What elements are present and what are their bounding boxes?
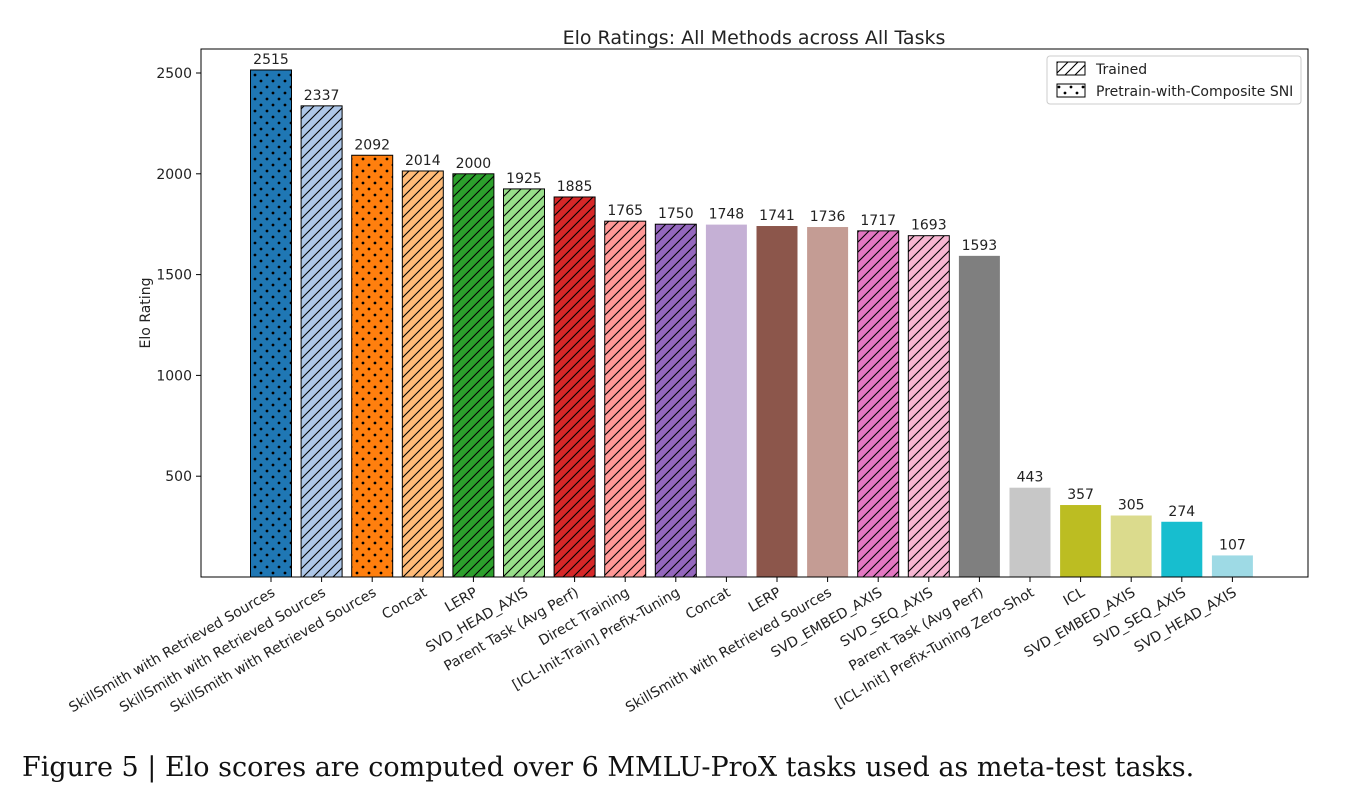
- bar: [1110, 515, 1152, 577]
- bar-fill: [756, 226, 798, 577]
- legend-hatch-swatch: [1056, 61, 1086, 76]
- elo-bar-chart: Elo Ratings: All Methods across All Task…: [66, 27, 1309, 716]
- bar: [401, 170, 444, 578]
- bar-series: [250, 69, 1253, 578]
- bar-value-label: 1765: [607, 203, 643, 219]
- y-axis-label: Elo Rating: [138, 278, 154, 349]
- bar-pattern-overlay: [654, 223, 697, 578]
- x-axis-tick-labels: SkillSmith with Retrieved SourcesSkillSm…: [66, 577, 1239, 716]
- bar-value-label: 274: [1168, 504, 1195, 520]
- bar: [958, 255, 1000, 577]
- bar: [1211, 555, 1253, 577]
- legend-composite-label: Pretrain-with-Composite SNI: [1096, 84, 1293, 100]
- y-tick-label: 1500: [156, 268, 192, 284]
- plot-frame: [200, 48, 1309, 578]
- bar-value-label: 2092: [354, 137, 390, 153]
- x-tick-label: SkillSmith with Retrieved Sources: [66, 585, 278, 716]
- bar-pattern-overlay: [452, 173, 495, 578]
- bar: [250, 69, 292, 578]
- bar-fill: [958, 255, 1000, 577]
- legend-trained-label: Trained: [1095, 62, 1147, 78]
- bar-fill: [705, 224, 747, 577]
- bar-value-label: 2515: [253, 52, 289, 68]
- bar-value-label: 305: [1118, 498, 1145, 514]
- bar: [1060, 505, 1102, 577]
- y-axis-ticks: 500 1000 1500 2000 2500: [156, 66, 201, 485]
- bar-value-label: 107: [1219, 537, 1246, 553]
- bar-pattern-overlay: [503, 188, 545, 578]
- bar-pattern-overlay: [604, 220, 647, 578]
- legend-box: [1046, 55, 1302, 105]
- y-tick-label: 2500: [156, 66, 192, 82]
- bar: [604, 220, 647, 578]
- chart-title: Elo Ratings: All Methods across All Task…: [563, 27, 946, 49]
- bar-value-label: 1593: [962, 238, 998, 254]
- bar-value-label: 1885: [557, 179, 593, 195]
- y-tick-label: 500: [165, 469, 192, 485]
- bar: [503, 188, 545, 578]
- x-tick-label: ICL: [1061, 585, 1088, 610]
- y-tick-label: 1000: [156, 368, 192, 384]
- x-tick-label: Concat: [683, 584, 734, 623]
- bar: [857, 230, 900, 578]
- legend: Trained Pretrain-with-Composite SNI: [1046, 55, 1302, 105]
- y-tick-label: 2000: [156, 167, 192, 183]
- bar-value-label: 1736: [810, 209, 846, 225]
- bar-pattern-overlay: [857, 230, 900, 578]
- x-tick-label: LERP: [442, 585, 480, 616]
- bar-value-label: 1750: [658, 206, 694, 222]
- bar-fill: [1211, 555, 1253, 577]
- bar-value-label: 2014: [405, 153, 441, 169]
- bar-pattern-overlay: [250, 69, 292, 578]
- bar-fill: [1009, 487, 1051, 577]
- bar-fill: [1161, 521, 1203, 577]
- bar: [300, 105, 343, 578]
- x-tick-label: Concat: [379, 584, 430, 623]
- bar-pattern-overlay: [553, 196, 596, 578]
- x-tick-label: SkillSmith with Retrieved Sources: [117, 585, 329, 716]
- bar-fill: [1110, 515, 1152, 577]
- bar-value-label: 2000: [456, 156, 492, 172]
- bar-value-label: 357: [1067, 487, 1094, 503]
- bar-pattern-overlay: [300, 105, 343, 578]
- bar-value-label: 1925: [506, 171, 542, 187]
- bar: [807, 227, 849, 577]
- bar: [1161, 521, 1203, 577]
- bar: [756, 226, 798, 577]
- bar-value-label: 1741: [759, 208, 795, 224]
- bar-fill: [1060, 505, 1102, 577]
- bar-value-label: 1717: [860, 213, 896, 229]
- bar-value-label: 443: [1017, 470, 1044, 486]
- bar-value-label: 1748: [709, 207, 745, 223]
- bar: [452, 173, 495, 578]
- bar-pattern-overlay: [907, 235, 950, 578]
- bar: [1009, 487, 1051, 577]
- bar: [705, 224, 747, 577]
- bar-value-label: 2337: [304, 88, 340, 104]
- x-tick-label: LERP: [746, 585, 784, 616]
- figure-caption: Figure 5 | Elo scores are computed over …: [22, 752, 1195, 783]
- bar-value-label: 1693: [911, 218, 947, 234]
- x-tick-label: SkillSmith with Retrieved Sources: [168, 585, 380, 716]
- bar: [351, 154, 394, 578]
- bar: [553, 196, 596, 578]
- legend-dots-swatch: [1056, 83, 1086, 98]
- bar: [654, 223, 697, 578]
- bar-data-labels: 2515 2337 2092 2014 2000 1925 1885 1765 1750 1748…: [253, 52, 1246, 553]
- bar-fill: [807, 227, 849, 577]
- bar: [907, 235, 950, 578]
- bar-pattern-overlay: [401, 170, 444, 578]
- bar-pattern-overlay: [351, 154, 394, 578]
